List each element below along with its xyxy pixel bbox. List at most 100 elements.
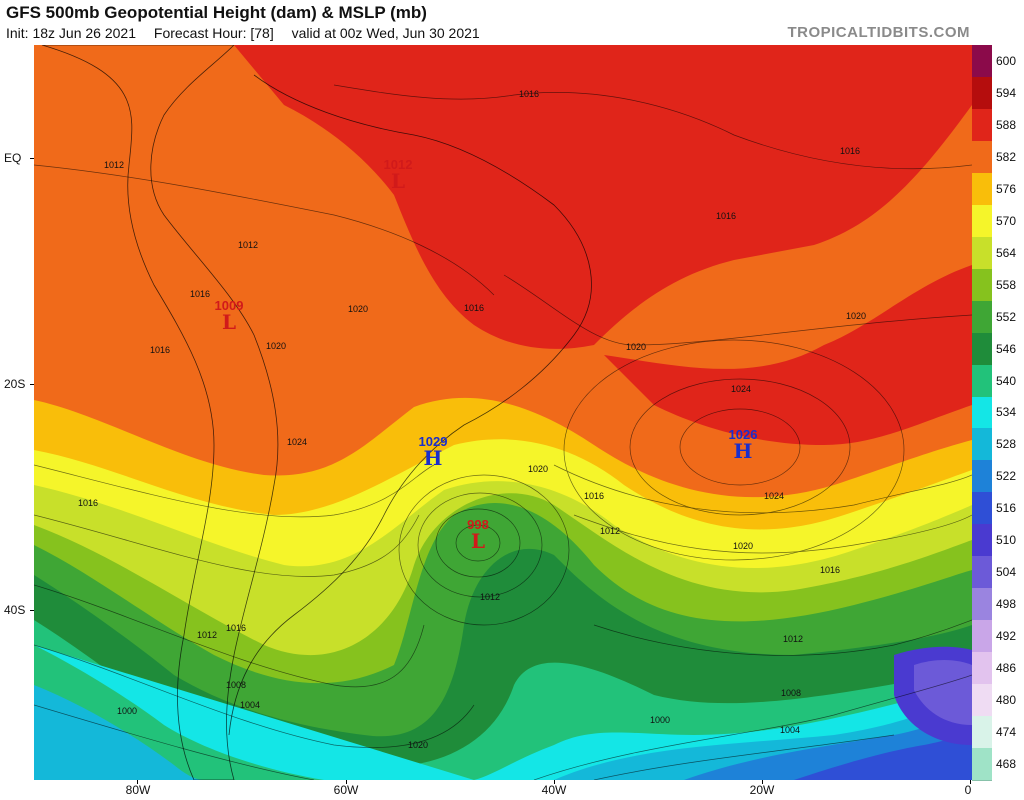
legend-item: 492 [972, 620, 1024, 654]
legend-label: 510 [996, 533, 1017, 548]
legend-label: 570 [996, 213, 1017, 228]
legend-swatch [972, 396, 992, 430]
legend-item: 522 [972, 460, 1024, 494]
isobar-label: 1020 [348, 304, 369, 314]
legend-swatch [972, 620, 992, 654]
isobar-label: 1016 [840, 146, 861, 156]
legend-item: 504 [972, 556, 1024, 590]
y-axis-label-40s: 40S [4, 603, 26, 617]
legend-label: 474 [996, 725, 1017, 740]
y-axis-label-20s: 20S [4, 377, 26, 391]
isobar-label: 1004 [780, 725, 801, 735]
legend-swatch [972, 332, 992, 366]
x-tick [346, 780, 347, 784]
legend-swatch [972, 236, 992, 270]
y-tick [30, 610, 34, 611]
isobar-label: 1008 [226, 680, 247, 690]
legend-label: 504 [996, 565, 1017, 580]
legend-swatch [972, 492, 992, 526]
isobar-label: 1016 [716, 211, 737, 221]
legend-item: 558 [972, 268, 1024, 302]
isobar-label: 1012 [783, 634, 804, 644]
pressure-value: 1009 [214, 298, 244, 313]
legend-swatch [972, 588, 992, 622]
isobar-label: 1016 [226, 623, 247, 633]
legend-item: 474 [972, 716, 1024, 750]
low-pressure-marker: 998 L [467, 517, 489, 551]
x-tick [137, 780, 138, 784]
legend-item: 540 [972, 364, 1024, 398]
isobar-label: 1008 [781, 688, 802, 698]
isobar-label: 1016 [519, 89, 540, 99]
pressure-letter: L [221, 310, 237, 334]
legend-item: 534 [972, 396, 1024, 430]
legend-item: 582 [972, 140, 1024, 174]
init-time: Init: 18z Jun 26 2021 [6, 25, 136, 41]
legend-swatch [972, 652, 992, 686]
legend-swatch [972, 172, 992, 206]
legend-label: 468 [996, 757, 1017, 771]
legend-item: 546 [972, 332, 1024, 366]
legend-label: 534 [996, 405, 1017, 420]
legend-item: 588 [972, 108, 1024, 142]
legend-swatch [972, 524, 992, 558]
chart-subtitle: Init: 18z Jun 26 2021 Forecast Hour: [78… [6, 25, 494, 41]
legend-label: 588 [996, 117, 1017, 132]
isobar-label: 1004 [240, 700, 261, 710]
x-axis-label-60w: 60W [333, 783, 359, 797]
isobar-label: 1012 [600, 526, 621, 536]
legend-item: 570 [972, 204, 1024, 238]
low-pressure-marker: 1009 L [214, 298, 244, 334]
legend-label: 594 [996, 85, 1017, 100]
x-axis-label-0: 0 [964, 783, 972, 797]
legend-swatch [972, 428, 992, 462]
isobar-label: 1016 [584, 491, 605, 501]
isobar-label: 1024 [731, 384, 752, 394]
legend-item: 486 [972, 652, 1024, 686]
color-legend: 600 594 588 582 576 570 564 558 552 546 540 534 528 5… [972, 45, 1024, 781]
forecast-hour: Forecast Hour: [78] [153, 25, 274, 41]
isobar-label: 1000 [650, 715, 671, 725]
isobar-label: 1016 [464, 303, 485, 313]
legend-swatch [972, 45, 992, 78]
legend-item: 576 [972, 172, 1024, 206]
y-axis-label-eq: EQ [4, 151, 22, 165]
y-tick [30, 158, 34, 159]
legend-item: 564 [972, 236, 1024, 270]
weather-map [34, 45, 972, 780]
legend-swatch [972, 204, 992, 238]
legend-swatch [972, 716, 992, 750]
legend-label: 522 [996, 469, 1017, 484]
high-pressure-marker: 1026 H [729, 427, 758, 461]
isobar-label: 1020 [528, 464, 549, 474]
legend-swatch [972, 76, 992, 110]
brand-watermark: TROPICALTIDBITS.COM [787, 24, 970, 41]
legend-item: 552 [972, 300, 1024, 334]
legend-swatch [972, 364, 992, 398]
valid-time: valid at 00z Wed, Jun 30 2021 [291, 25, 480, 41]
high-pressure-marker: 1029 H [419, 434, 448, 470]
legend-swatch [972, 460, 992, 494]
isobar-label: 1020 [266, 341, 287, 351]
legend-swatch [972, 748, 992, 781]
pressure-letter: H [423, 446, 443, 470]
x-axis-label-80w: 80W [125, 783, 151, 797]
legend-swatch [972, 300, 992, 334]
legend-swatch [972, 140, 992, 174]
legend-item: 498 [972, 588, 1024, 622]
legend-label: 540 [996, 373, 1017, 388]
legend-label: 576 [996, 181, 1017, 196]
legend-item: 594 [972, 76, 1024, 110]
legend-label: 582 [996, 149, 1017, 164]
x-tick [762, 780, 763, 784]
x-axis-label-20w: 20W [749, 783, 775, 797]
legend-item: 510 [972, 524, 1024, 558]
legend-label: 552 [996, 309, 1017, 324]
pressure-value: 1012 [383, 157, 413, 172]
pressure-value: 998 [467, 517, 489, 532]
isobar-label: 1016 [150, 345, 171, 355]
isobar-label: 1024 [764, 491, 785, 501]
isobar-label: 1016 [190, 289, 211, 299]
legend-label: 498 [996, 597, 1017, 612]
legend-label: 486 [996, 661, 1017, 676]
